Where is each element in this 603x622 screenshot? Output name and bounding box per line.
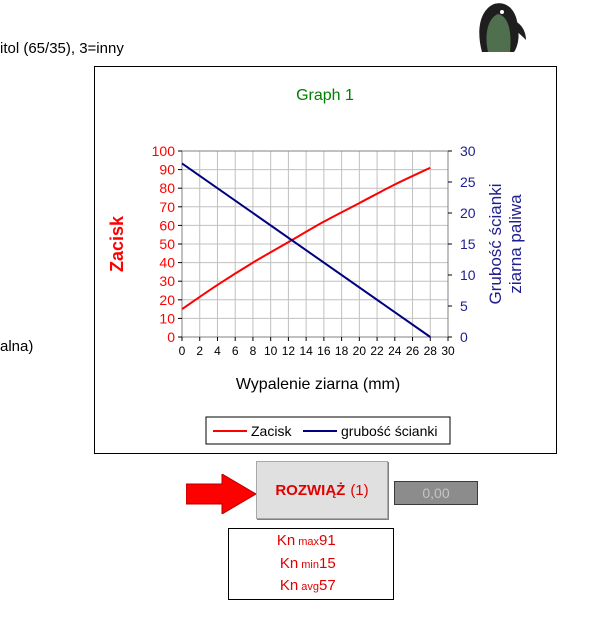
chart-x-tick-label: 10 <box>264 344 278 358</box>
chart-y-left-tick-label: 90 <box>159 162 175 178</box>
kn-row-min: Kn min 15 <box>229 555 393 577</box>
chart-x-tick-label: 0 <box>179 344 186 358</box>
chart-y-left-tick-label: 70 <box>159 199 175 215</box>
chart-x-tick-label: 26 <box>406 344 420 358</box>
kn-row-max: Kn max 91 <box>229 532 393 554</box>
chart-x-tick-label: 30 <box>441 344 455 358</box>
chart-y-left-tick-label: 40 <box>159 255 175 271</box>
chart-x-tick-label: 8 <box>250 344 257 358</box>
chart-x-tick-label: 18 <box>335 344 349 358</box>
chart-x-tick-label: 2 <box>196 344 203 358</box>
chart-y-right-tick-label: 20 <box>460 205 476 221</box>
chart-y-left-tick-label: 20 <box>159 292 175 308</box>
kn-summary-table: Kn max 91 Kn min 15 Kn avg 57 <box>228 528 394 600</box>
penguin-mascot-icon <box>479 3 526 52</box>
kn-label: Kn <box>276 532 296 549</box>
chart-y-right-tick-label: 30 <box>460 143 476 159</box>
chart-legend-label: grubość ścianki <box>341 423 438 439</box>
kn-sub: min <box>301 559 319 571</box>
chart-y-right-tick-label: 0 <box>460 329 468 345</box>
chart-y-left-tick-label: 50 <box>159 236 175 252</box>
chart-x-tick-label: 14 <box>299 344 313 358</box>
chart-y-left-tick-label: 10 <box>159 310 175 326</box>
chart-y-right-tick-label: 25 <box>460 174 476 190</box>
chart-y-left-tick-label: 60 <box>159 217 175 233</box>
kn-value-max: 91 <box>319 532 336 549</box>
chart-x-tick-label: 24 <box>388 344 402 358</box>
result-value-field[interactable]: 0,00 <box>394 481 478 505</box>
chart-series-line <box>181 166 431 310</box>
chart-y-left-tick-label: 0 <box>167 329 175 345</box>
chart-y-left-tick-label: 80 <box>159 180 175 196</box>
chart-legend-label: Zacisk <box>251 423 292 439</box>
kn-label: Kn <box>279 555 299 572</box>
solve-button-label: ROZWIĄŻ <box>275 481 346 499</box>
chart-y-left-tick-label: 30 <box>159 273 175 289</box>
chart-y-left-axis-title: Zacisk <box>107 215 127 272</box>
solve-button[interactable]: ROZWIĄŻ (1) <box>256 461 388 519</box>
chart-y-right-tick-label: 10 <box>460 267 476 283</box>
arrow-right-icon <box>186 474 257 514</box>
kn-label: Kn <box>279 577 299 594</box>
chart-x-tick-label: 22 <box>370 344 384 358</box>
kn-sub: avg <box>301 581 319 593</box>
chart-x-tick-label: 28 <box>424 344 438 358</box>
chart-svg: Graph 1010203040506070809010005101520253… <box>107 87 525 445</box>
chart-series-line <box>181 162 431 338</box>
kn-value-min: 15 <box>319 555 336 572</box>
chart-x-tick-label: 12 <box>282 344 296 358</box>
chart-x-tick-label: 4 <box>214 344 221 358</box>
chart-y-right-tick-label: 5 <box>460 298 468 314</box>
kn-row-avg: Kn avg 57 <box>229 577 393 599</box>
chart-area: Graph 1 0 10 20 30 40 50 60 70 80 90 100 0 5 10 15 20 25 3… <box>94 66 557 454</box>
chart-title: Graph 1 <box>296 87 354 104</box>
chart-x-axis-title: Wypalenie ziarna (mm) <box>236 376 400 393</box>
chart-x-tick-label: 16 <box>317 344 331 358</box>
kn-sub: max <box>298 536 319 548</box>
chart-y-right-axis-title: ziarna paliwa <box>506 194 525 294</box>
chart-x-tick-label: 20 <box>353 344 367 358</box>
kn-value-avg: 57 <box>319 577 336 594</box>
chart-y-right-tick-label: 15 <box>460 236 476 252</box>
cell-text-fragment-top: itol (65/35), 3=inny <box>0 40 124 57</box>
cell-text-fragment-mid: alna) <box>0 338 34 355</box>
solve-button-count: (1) <box>350 481 369 499</box>
chart-y-right-axis-title: Grubość ścianki <box>486 184 505 305</box>
chart-y-left-tick-label: 100 <box>152 143 176 159</box>
chart-x-tick-label: 6 <box>232 344 239 358</box>
